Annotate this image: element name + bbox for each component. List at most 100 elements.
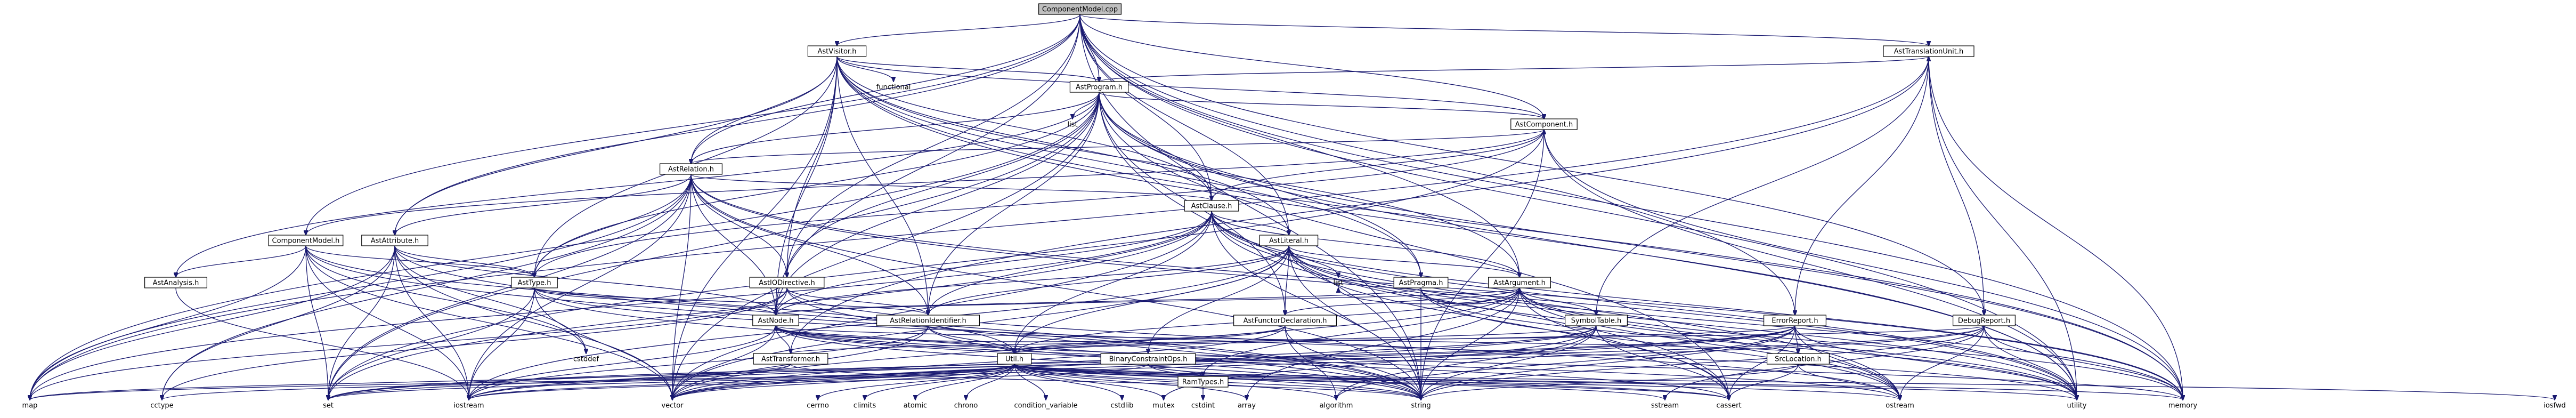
node-condition_variable: condition_variable [1014,402,1077,410]
node-binaryconstraintops[interactable]: BinaryConstraintOps.h [1100,353,1196,365]
node-astvisitor[interactable]: AstVisitor.h [807,45,867,57]
node-label-array: array [1238,402,1256,410]
edge-AstComponent-to-utility [1543,129,2077,400]
node-ramtypes[interactable]: RamTypes.h [1177,376,1229,388]
node-string: string [1411,402,1431,410]
node-map: map [22,402,38,410]
node-astnode[interactable]: AstNode.h [752,315,799,326]
node-astrelation[interactable]: AstRelation.h [659,163,722,175]
node-astcomponent[interactable]: AstComponent.h [1510,118,1578,130]
node-iostream: iostream [453,402,484,410]
node-astprogram[interactable]: AstProgram.h [1069,81,1129,93]
edge-Util-to-condition_variable [1014,364,1046,400]
node-set: set [323,402,334,410]
edge-ComponentModel-to-map [30,245,306,400]
node-util[interactable]: Util.h [997,353,1032,365]
node-ostream: ostream [1886,402,1914,410]
node-label-astnode: AstNode.h [758,317,793,325]
edge-AstAttribute-to-iostream [394,245,469,400]
edge-BinaryConstraintOps-to-cassert [1148,364,1729,400]
node-astargument[interactable]: AstArgument.h [1488,277,1551,288]
node-root[interactable]: ComponentModel.cpp [1038,3,1122,15]
node-label-cstdlib: cstdlib [1111,402,1134,410]
edge-AstProgram-to-AstIODirective [787,92,1100,277]
node-functional: functional [876,84,911,92]
node-componentmodel[interactable]: ComponentModel.h [268,235,344,246]
edge-AstComponent-to-AstClause [1212,129,1545,200]
edge-AstProgram-to-set [328,92,1100,400]
node-label-debugreport: DebugReport.h [1958,317,2010,325]
node-label-atomic: atomic [904,402,927,410]
edge-AstAttribute-to-cstddef [394,245,586,353]
edge-AstLiteral-to-list2 [1288,245,1338,277]
node-box-ramtypes [1177,376,1229,388]
node-box-astargument [1488,277,1551,288]
edge-AstNode-to-string [775,325,1421,400]
node-errorreport[interactable]: ErrorReport.h [1764,315,1827,326]
edge-AstIODirective-to-ostream [786,287,1900,400]
edge-AstProgram-to-cassert [1099,92,1729,400]
node-box-util [997,353,1032,365]
node-label-list2: list [1333,279,1343,287]
node-asttransformer[interactable]: AstTransformer.h [753,353,828,365]
edge-Util-to-sstream [1014,364,1665,400]
edge-AstArgument-to-utility [1519,287,2077,400]
node-symboltable[interactable]: SymbolTable.h [1565,315,1628,326]
edge-root-to-AstComponent [1079,14,1544,119]
node-label-condition_variable: condition_variable [1014,402,1077,410]
edge-Util-to-utility [1014,364,2077,400]
edge-AstRelation-to-AstClause [690,174,1212,200]
edge-Util-to-ostream [1014,364,1900,400]
node-asttype[interactable]: AstType.h [511,277,558,288]
node-mutex: mutex [1152,402,1175,410]
node-utility: utility [2067,402,2087,410]
node-astpragma[interactable]: AstPragma.h [1393,277,1449,288]
edge-AstRelationIdentifier-to-Util [928,325,1014,353]
node-astrelationidentifier[interactable]: AstRelationIdentifier.h [876,315,980,326]
node-label-memory: memory [2168,402,2198,410]
edge-AstRelation-to-AstIODirective [690,174,787,277]
edge-AstType-to-utility [534,287,2077,400]
node-astanalysis[interactable]: AstAnalysis.h [144,277,208,288]
edge-AstVisitor-to-AstNode [776,56,838,315]
edge-Util-to-iosfwd [1014,364,2555,400]
edge-ComponentModel-to-AstComponent [305,130,1544,236]
node-astattribute[interactable]: AstAttribute.h [361,235,428,246]
edge-AstProgram-to-map [30,92,1100,400]
edge-ErrorReport-to-algorithm [1336,325,1795,400]
node-astiodirective[interactable]: AstIODirective.h [749,277,825,288]
edge-AstType-to-vector [534,287,672,400]
node-label-functional: functional [876,84,911,92]
edge-AstLiteral-to-cassert [1288,245,1729,400]
node-label-map: map [22,402,38,410]
node-astliteral[interactable]: AstLiteral.h [1259,235,1319,246]
node-astfunctordeclaration[interactable]: AstFunctorDeclaration.h [1233,315,1337,326]
edge-root-to-AstLiteral [1079,14,1289,235]
node-srclocation[interactable]: SrcLocation.h [1767,353,1830,365]
node-asttranslationunit[interactable]: AstTranslationUnit.h [1883,45,1974,57]
node-box-astclause [1184,200,1239,212]
edge-AstArgument-to-AstNode [776,287,1520,315]
edge-AstClause-to-AstNode [776,211,1212,315]
node-label-astpragma: AstPragma.h [1399,279,1443,287]
nodes-layer: ComponentModel.cpp AstVisitor.h AstTransla… [22,3,2566,410]
edge-root-to-AstNode [776,14,1080,315]
edge-AstLiteral-to-string [1288,245,1421,400]
node-box-asttransformer [753,353,828,365]
node-label-astclause: AstClause.h [1191,203,1232,211]
edge-SymbolTable-to-iostream [469,325,1597,400]
edge-AstNode-to-vector [672,325,776,400]
node-debugreport[interactable]: DebugReport.h [1953,315,2016,326]
edge-ComponentModel-to-string [305,245,1421,400]
node-box-binaryconstraintops [1100,353,1196,365]
edge-AstVisitor-to-functional [836,56,893,82]
node-label-astanalysis: AstAnalysis.h [153,279,199,287]
node-list: list [1067,121,1077,129]
edge-AstFunctorDeclaration-to-Util [1014,325,1286,353]
edge-AstArgument-to-SymbolTable [1519,287,1596,315]
node-cassert: cassert [1716,402,1741,410]
edge-AstProgram-to-AstRelationIdentifier [928,92,1100,315]
edge-AstRelation-to-AstType [534,174,692,277]
edge-AstVisitor-to-AstProgram [836,56,1099,82]
node-astclause[interactable]: AstClause.h [1184,200,1239,212]
